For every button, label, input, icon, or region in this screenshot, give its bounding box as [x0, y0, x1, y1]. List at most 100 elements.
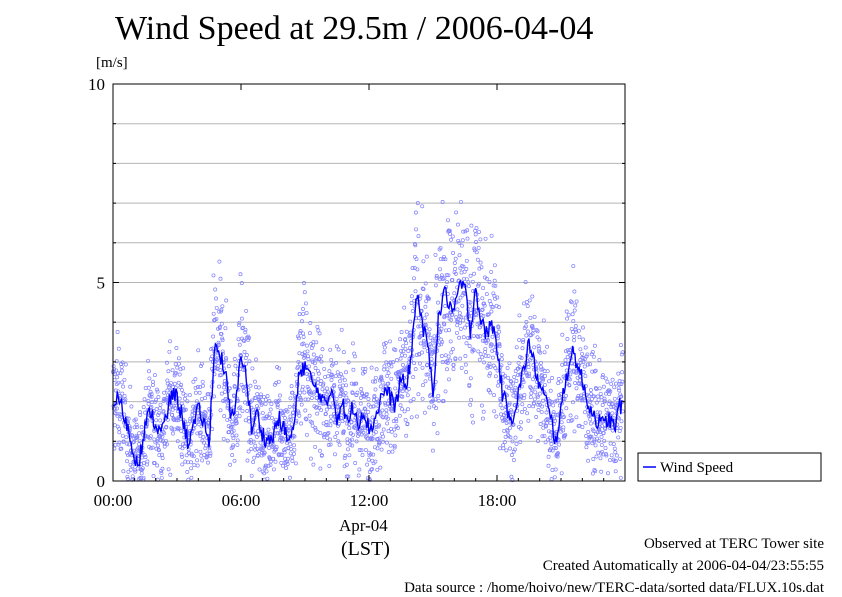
scatter-point — [311, 462, 316, 467]
scatter-point — [441, 399, 446, 404]
scatter-point — [618, 425, 623, 430]
x-tick-label: 00:00 — [94, 491, 133, 510]
scatter-point — [256, 406, 261, 411]
scatter-point — [220, 336, 225, 341]
scatter-point — [549, 399, 554, 404]
scatter-point — [584, 354, 589, 359]
scatter-point — [160, 434, 165, 439]
scatter-point — [598, 456, 603, 461]
scatter-point — [273, 459, 278, 464]
scatter-point — [473, 232, 478, 237]
scatter-point — [288, 396, 293, 401]
scatter-point — [230, 424, 235, 429]
scatter-point — [351, 432, 356, 437]
scatter-point — [174, 418, 179, 423]
scatter-point — [500, 371, 505, 376]
scatter-point — [480, 307, 485, 312]
scatter-point — [226, 364, 231, 369]
scatter-point — [151, 383, 155, 387]
scatter-point — [301, 335, 306, 339]
scatter-point — [300, 319, 304, 324]
scatter-point — [578, 360, 583, 365]
scatter-point — [366, 402, 371, 407]
scatter-point — [496, 325, 501, 330]
scatter-point — [600, 375, 605, 380]
scatter-point — [420, 396, 425, 401]
scatter-point — [224, 357, 229, 362]
scatter-point — [160, 456, 165, 461]
scatter-point — [480, 296, 485, 301]
scatter-point — [238, 272, 243, 277]
scatter-point — [468, 300, 473, 305]
scatter-point — [453, 256, 458, 261]
scatter-point — [551, 403, 556, 408]
scatter-point — [315, 411, 320, 416]
scatter-point — [369, 467, 374, 472]
scatter-point — [121, 439, 126, 444]
scatter-point — [604, 453, 609, 458]
scatter-point — [183, 407, 188, 412]
scatter-point — [289, 417, 294, 422]
scatter-point — [546, 454, 551, 459]
scatter-point — [438, 267, 443, 272]
scatter-point — [384, 360, 389, 365]
scatter-point — [263, 397, 268, 402]
scatter-point — [543, 374, 548, 378]
scatter-point — [548, 388, 553, 393]
scatter-point — [593, 469, 598, 474]
scatter-point — [328, 347, 333, 352]
scatter-point — [176, 356, 181, 361]
scatter-point — [535, 335, 540, 340]
scatter-point — [286, 456, 290, 461]
scatter-point — [193, 385, 198, 390]
scatter-point — [301, 307, 305, 311]
scatter-point — [461, 229, 466, 234]
scatter-point — [271, 456, 276, 461]
scatter-point — [143, 410, 148, 415]
scatter-point — [425, 362, 430, 367]
scatter-point — [568, 413, 573, 418]
scatter-point — [240, 408, 245, 413]
scatter-point — [306, 357, 311, 361]
scatter-point — [216, 340, 221, 345]
scatter-point — [115, 330, 120, 334]
scatter-point — [119, 364, 124, 369]
scatter-point — [179, 452, 184, 457]
scatter-point — [565, 337, 570, 341]
scatter-point — [527, 404, 532, 408]
scatter-point — [116, 371, 120, 376]
scatter-point — [164, 360, 169, 365]
scatter-point — [302, 290, 307, 295]
scatter-point — [147, 376, 152, 381]
scatter-point — [428, 342, 433, 346]
scatter-point — [383, 401, 388, 405]
scatter-point — [377, 436, 382, 441]
scatter-point — [155, 437, 160, 442]
scatter-point — [196, 348, 201, 353]
scatter-point — [564, 406, 569, 411]
scatter-point — [172, 427, 177, 432]
scatter-point — [231, 436, 236, 441]
scatter-point — [277, 398, 282, 403]
scatter-point — [433, 252, 438, 257]
scatter-point — [610, 428, 615, 433]
scatter-point — [446, 273, 451, 278]
scatter-point — [431, 422, 436, 426]
scatter-point — [245, 409, 250, 413]
scatter-point — [140, 466, 145, 471]
scatter-point — [123, 397, 128, 402]
scatter-point — [421, 340, 426, 345]
scatter-point — [295, 383, 300, 388]
scatter-point — [489, 304, 494, 309]
scatter-point — [478, 237, 483, 242]
scatter-point — [605, 379, 610, 384]
scatter-point — [301, 331, 306, 336]
scatter-point — [146, 385, 151, 390]
scatter-point — [382, 350, 387, 355]
scatter-point — [290, 459, 295, 463]
scatter-point — [493, 283, 498, 288]
scatter-point — [422, 342, 427, 347]
scatter-point — [614, 381, 618, 386]
scatter-point — [138, 410, 142, 415]
